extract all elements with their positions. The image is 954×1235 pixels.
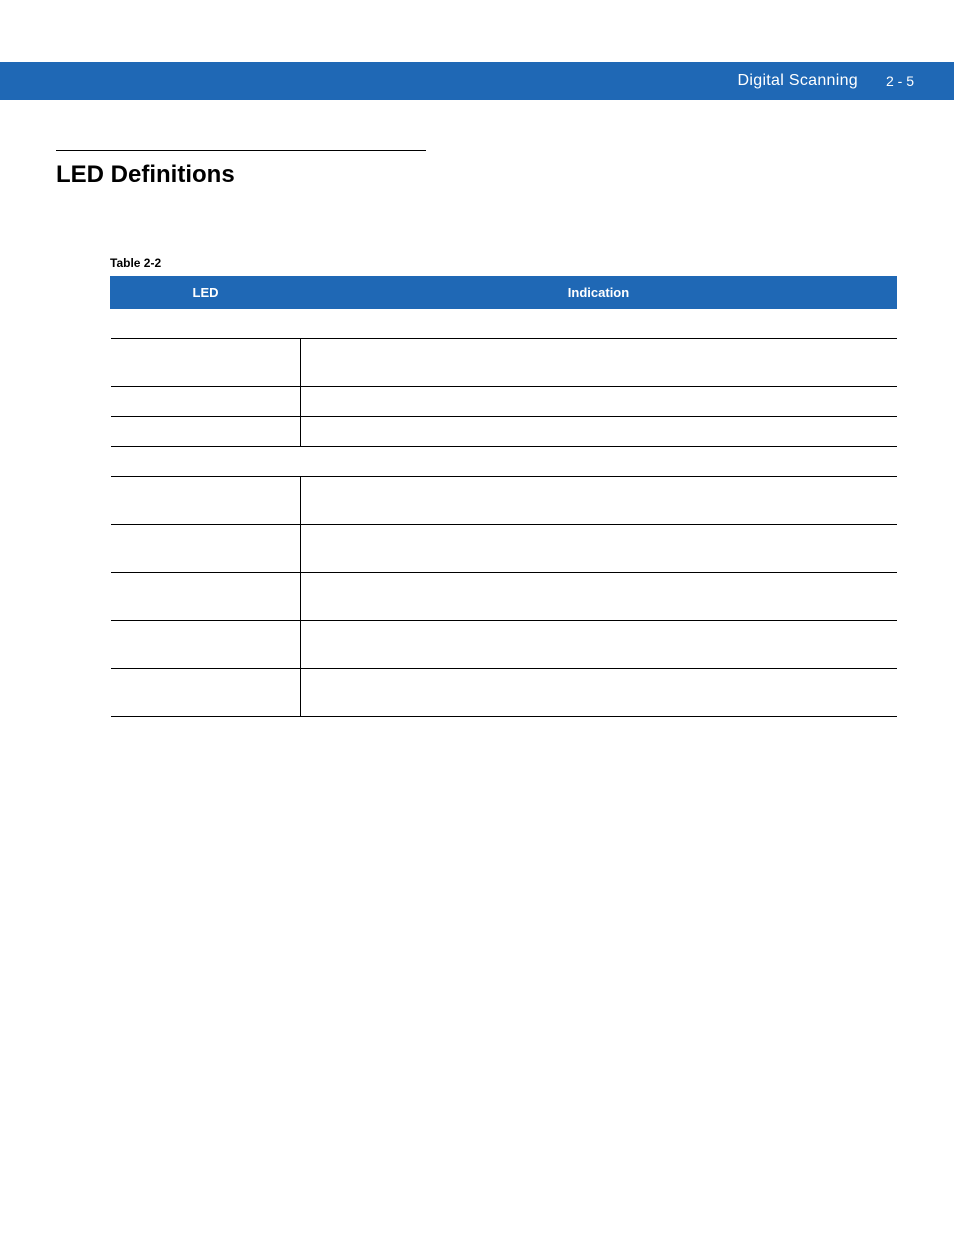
led-table-wrap: Table 2-2 LED Indication xyxy=(110,256,896,717)
page-header-bar: Digital Scanning 2 - 5 xyxy=(0,62,954,100)
cell-indication xyxy=(301,525,897,573)
cell-led xyxy=(111,339,301,387)
cell-indication xyxy=(301,477,897,525)
table-header-indication: Indication xyxy=(301,277,897,309)
cell-indication xyxy=(301,339,897,387)
led-table-body xyxy=(111,309,897,717)
cell-led xyxy=(111,387,301,417)
table-caption: Table 2-2 xyxy=(110,256,896,270)
cell-led xyxy=(111,525,301,573)
section-title-rule xyxy=(56,150,426,151)
table-row xyxy=(111,621,897,669)
cell-led xyxy=(111,417,301,447)
table-subheader-cell xyxy=(111,447,897,477)
cell-indication xyxy=(301,621,897,669)
cell-led xyxy=(111,669,301,717)
table-subheader-row xyxy=(111,447,897,477)
cell-indication xyxy=(301,669,897,717)
table-row xyxy=(111,387,897,417)
cell-led xyxy=(111,621,301,669)
cell-led xyxy=(111,573,301,621)
section-title: LED Definitions xyxy=(56,161,426,189)
led-table: LED Indication xyxy=(110,276,897,717)
table-row xyxy=(111,525,897,573)
cell-led xyxy=(111,477,301,525)
cell-indication xyxy=(301,417,897,447)
table-header-row: LED Indication xyxy=(111,277,897,309)
table-subheader-cell xyxy=(111,309,897,339)
page-root: Digital Scanning 2 - 5 LED Definitions T… xyxy=(0,0,954,1235)
header-title: Digital Scanning xyxy=(738,72,858,90)
table-header-led: LED xyxy=(111,277,301,309)
cell-indication xyxy=(301,573,897,621)
table-row xyxy=(111,573,897,621)
table-row xyxy=(111,339,897,387)
table-row xyxy=(111,417,897,447)
section-title-block: LED Definitions xyxy=(56,150,426,189)
cell-indication xyxy=(301,387,897,417)
table-row xyxy=(111,669,897,717)
header-page-number: 2 - 5 xyxy=(886,73,914,89)
table-row xyxy=(111,477,897,525)
table-subheader-row xyxy=(111,309,897,339)
